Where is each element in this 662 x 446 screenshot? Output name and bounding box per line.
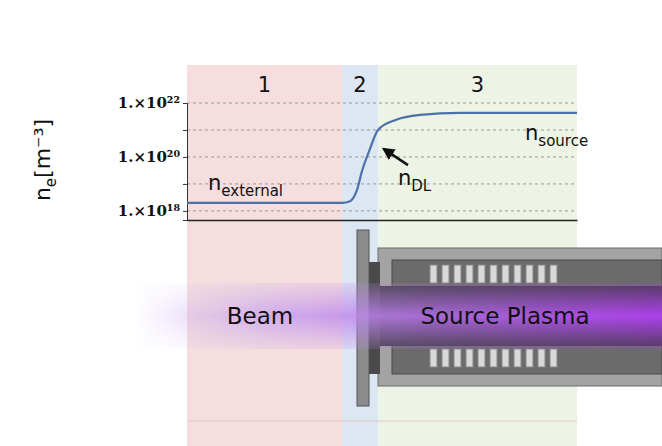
coil <box>550 349 557 367</box>
coil <box>514 349 521 367</box>
y-tick <box>183 184 187 185</box>
coil <box>538 265 545 283</box>
coil <box>502 349 509 367</box>
coil <box>526 349 533 367</box>
coil <box>478 349 485 367</box>
coil <box>550 265 557 283</box>
annotation-sub: DL <box>411 177 432 195</box>
coil <box>526 265 533 283</box>
y-axis-title-main: n <box>30 187 55 201</box>
coil <box>502 265 509 283</box>
y-tick-mark <box>183 211 187 212</box>
annotation-arrow <box>384 149 408 165</box>
y-tick-mark <box>183 184 187 185</box>
y-tick: 1.×10²² <box>118 94 187 112</box>
coil <box>442 349 449 367</box>
region-label: 3 <box>471 73 484 97</box>
coil <box>430 349 437 367</box>
y-axis: 1.×10¹⁸ 1.×10²⁰ 1.×10²² <box>118 94 188 220</box>
annotation-sub: source <box>538 132 588 150</box>
y-tick-label: 1.×10²⁰ <box>118 148 181 166</box>
y-tick-mark <box>183 130 187 131</box>
y-axis-title: ne[m⁻³] <box>30 119 60 201</box>
schematic-label: Source Plasma <box>420 303 589 329</box>
coil <box>466 349 473 367</box>
coil <box>514 265 521 283</box>
coil <box>490 265 497 283</box>
coil <box>442 265 449 283</box>
y-tick: 1.×10¹⁸ <box>118 202 187 220</box>
separator <box>187 421 577 422</box>
coil <box>478 265 485 283</box>
y-tick-mark <box>183 103 187 104</box>
region-label: 1 <box>258 73 271 97</box>
y-axis-title-unit: [m⁻³] <box>30 119 55 178</box>
plasma-beam <box>133 283 662 349</box>
y-tick <box>183 130 187 131</box>
x-axis <box>188 220 578 221</box>
region-label: 2 <box>353 73 366 97</box>
y-axis-title-sub: e <box>42 178 60 187</box>
annotations: nexternalnDLnsource <box>208 121 588 200</box>
region-band <box>342 65 378 446</box>
region-band <box>187 65 342 446</box>
y-tick-mark <box>183 157 187 158</box>
annotation-main: n <box>525 121 538 145</box>
y-axis-line <box>183 104 188 221</box>
coil <box>538 349 545 367</box>
grid-line <box>187 156 577 157</box>
y-tick-label: 1.×10¹⁸ <box>118 202 181 220</box>
grid-line <box>187 210 577 211</box>
density-line <box>187 113 577 203</box>
annotation: nsource <box>525 121 588 150</box>
y-tick: 1.×10²⁰ <box>118 148 187 166</box>
grid <box>187 103 577 211</box>
coil <box>466 265 473 283</box>
plot-area <box>187 113 577 203</box>
coil <box>454 349 461 367</box>
schematic-label: Beam <box>227 303 293 329</box>
coil <box>430 265 437 283</box>
grid-line <box>187 129 577 130</box>
y-tick-label: 1.×10²² <box>118 94 180 112</box>
x-axis-line <box>188 220 578 222</box>
schematic: Beam Source Plasma <box>133 230 662 406</box>
annotation: nexternal <box>208 171 283 200</box>
annotation: nDL <box>398 166 432 195</box>
annotation-sub: external <box>221 182 283 200</box>
annotation-main: n <box>208 171 221 195</box>
grid-line <box>187 103 577 104</box>
coil <box>454 265 461 283</box>
figure: 1231.×10¹⁸1.×10²⁰1.×10²²ne[m⁻³]nexternal… <box>0 0 662 446</box>
coil <box>490 349 497 367</box>
annotation-main: n <box>398 166 411 190</box>
